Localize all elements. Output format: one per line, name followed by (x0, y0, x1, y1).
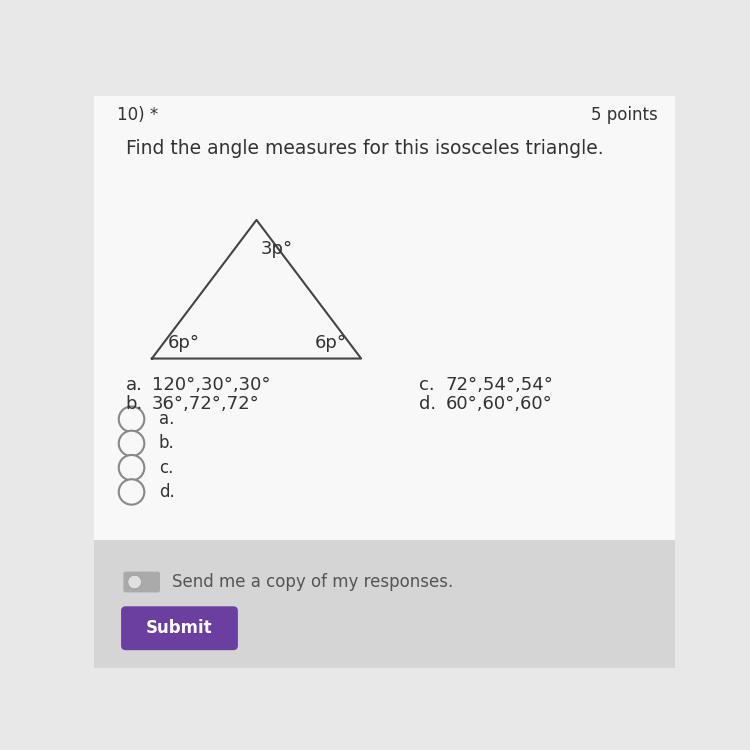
Text: b.: b. (126, 395, 143, 413)
Text: 6p°: 6p° (314, 334, 346, 352)
FancyBboxPatch shape (124, 572, 160, 592)
Text: d.: d. (419, 395, 436, 413)
Text: 72°,54°,54°: 72°,54°,54° (446, 376, 554, 394)
Text: 5 points: 5 points (591, 106, 658, 124)
Text: a.: a. (159, 410, 174, 428)
Circle shape (128, 575, 142, 589)
Circle shape (118, 479, 144, 505)
Circle shape (118, 406, 144, 432)
Text: c.: c. (419, 376, 435, 394)
Text: Submit: Submit (146, 620, 213, 638)
Text: b.: b. (159, 434, 175, 452)
Text: 60°,60°,60°: 60°,60°,60° (446, 395, 552, 413)
Text: a.: a. (126, 376, 142, 394)
Text: 36°,72°,72°: 36°,72°,72° (152, 395, 260, 413)
Text: 3p°: 3p° (261, 240, 293, 258)
Text: Send me a copy of my responses.: Send me a copy of my responses. (172, 573, 454, 591)
FancyBboxPatch shape (94, 541, 675, 668)
Text: Find the angle measures for this isosceles triangle.: Find the angle measures for this isoscel… (126, 139, 603, 158)
Text: c.: c. (159, 459, 173, 477)
Text: d.: d. (159, 483, 175, 501)
Text: 10) *: 10) * (117, 106, 158, 124)
FancyBboxPatch shape (121, 606, 238, 650)
Circle shape (118, 455, 144, 481)
FancyBboxPatch shape (94, 96, 675, 541)
Text: 120°,30°,30°: 120°,30°,30° (152, 376, 270, 394)
Text: 6p°: 6p° (168, 334, 200, 352)
Circle shape (118, 430, 144, 456)
